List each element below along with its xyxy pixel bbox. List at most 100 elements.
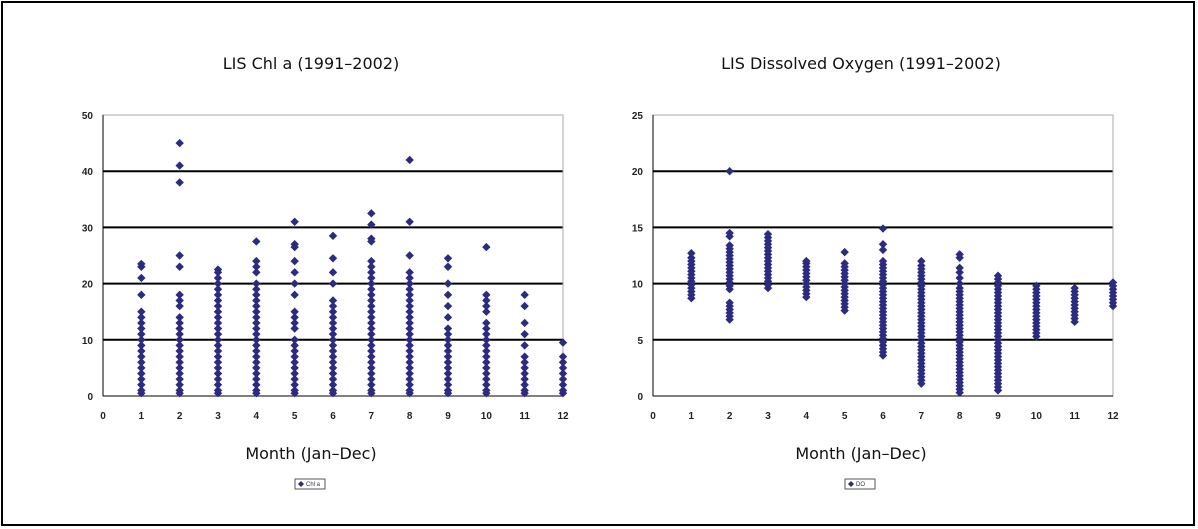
data-point (520, 290, 529, 300)
data-point (367, 363, 376, 373)
data-point (367, 209, 376, 218)
data-point (878, 256, 888, 266)
data-point (558, 358, 568, 367)
data-point (482, 318, 491, 328)
data-point (175, 358, 184, 367)
data-point (443, 329, 453, 339)
data-point (405, 296, 414, 305)
data-point (367, 374, 376, 384)
data-point (328, 231, 338, 241)
data-point (367, 313, 376, 322)
y-tick-label: 0 (637, 392, 643, 403)
x-tick-label: 7 (919, 411, 925, 422)
data-point (405, 369, 414, 378)
x-tick-label: 9 (445, 411, 451, 422)
y-tick-label: 25 (632, 111, 644, 122)
x-tick-label: 6 (330, 411, 336, 422)
data-point (367, 341, 376, 350)
data-point (520, 352, 529, 361)
data-point (482, 307, 491, 316)
data-point (290, 363, 299, 373)
data-point (213, 290, 223, 300)
data-point (328, 358, 338, 367)
data-point (367, 369, 376, 378)
data-point (520, 341, 529, 350)
data-point (252, 256, 261, 266)
data-point (290, 386, 299, 395)
data-point (175, 374, 184, 384)
data-point (290, 380, 299, 389)
data-point (367, 268, 376, 277)
x-tick-label: 5 (842, 411, 848, 422)
data-point (367, 380, 376, 389)
data-point (213, 363, 223, 373)
data-point (175, 329, 184, 339)
data-point (252, 268, 261, 277)
x-tick-label: 1 (689, 411, 695, 422)
data-point (328, 352, 338, 361)
data-point (252, 296, 261, 305)
data-point (175, 301, 184, 311)
data-point (290, 352, 299, 361)
data-point (137, 318, 146, 328)
legend: Chl a (294, 478, 326, 490)
data-point (405, 313, 414, 322)
data-point (213, 329, 223, 339)
data-point (443, 341, 453, 350)
data-point (137, 352, 146, 361)
chart-svg: LIS Dissolved Oxygen (1991–2002)05101520… (632, 54, 1119, 490)
data-point (443, 324, 453, 333)
data-point (252, 369, 261, 378)
data-point (367, 386, 376, 395)
data-point (405, 268, 414, 277)
y-tick-label: 10 (632, 280, 644, 291)
y-tick-label: 0 (87, 392, 93, 403)
x-tick-label: 2 (727, 411, 733, 422)
y-tick-label: 50 (82, 111, 94, 122)
data-point (955, 263, 964, 273)
data-point (558, 338, 568, 347)
x-axis-label: Month (Jan–Dec) (245, 444, 376, 463)
data-point (482, 290, 491, 300)
data-point (405, 155, 414, 165)
data-point (252, 301, 261, 311)
data-point (175, 324, 184, 333)
data-point (367, 346, 376, 356)
dissolved-oxygen-chart-panel: LIS Dissolved Oxygen (1991–2002) 0 5 10 15 20… (613, 3, 1123, 523)
data-point (878, 245, 888, 255)
data-point (687, 249, 696, 258)
data-point (405, 374, 414, 384)
data-point (328, 346, 338, 356)
data-point (367, 358, 376, 367)
data-point (137, 259, 146, 269)
data-point (405, 301, 414, 311)
data-point (252, 363, 261, 373)
data-point (137, 374, 146, 384)
x-axis-label: Month (Jan–Dec) (795, 444, 926, 463)
data-point (213, 273, 223, 283)
data-point (367, 301, 376, 311)
data-point (213, 352, 223, 361)
data-point (175, 313, 184, 322)
data-point (878, 240, 888, 249)
data-point (328, 363, 338, 373)
data-point (558, 369, 568, 378)
data-point (175, 386, 184, 395)
data-point (213, 380, 223, 389)
data-point (137, 335, 146, 344)
data-point (252, 329, 261, 339)
data-point (252, 335, 261, 344)
data-point (367, 290, 376, 300)
data-point (290, 268, 299, 277)
data-point (137, 369, 146, 378)
data-point (328, 254, 338, 263)
data-point (367, 307, 376, 316)
data-point (367, 234, 376, 243)
data-point (137, 386, 146, 395)
x-tick-label: 0 (650, 411, 656, 422)
x-tick-label: 8 (407, 411, 413, 422)
y-tick-label: 20 (82, 280, 94, 291)
data-point (252, 386, 261, 395)
data-point (252, 285, 261, 294)
